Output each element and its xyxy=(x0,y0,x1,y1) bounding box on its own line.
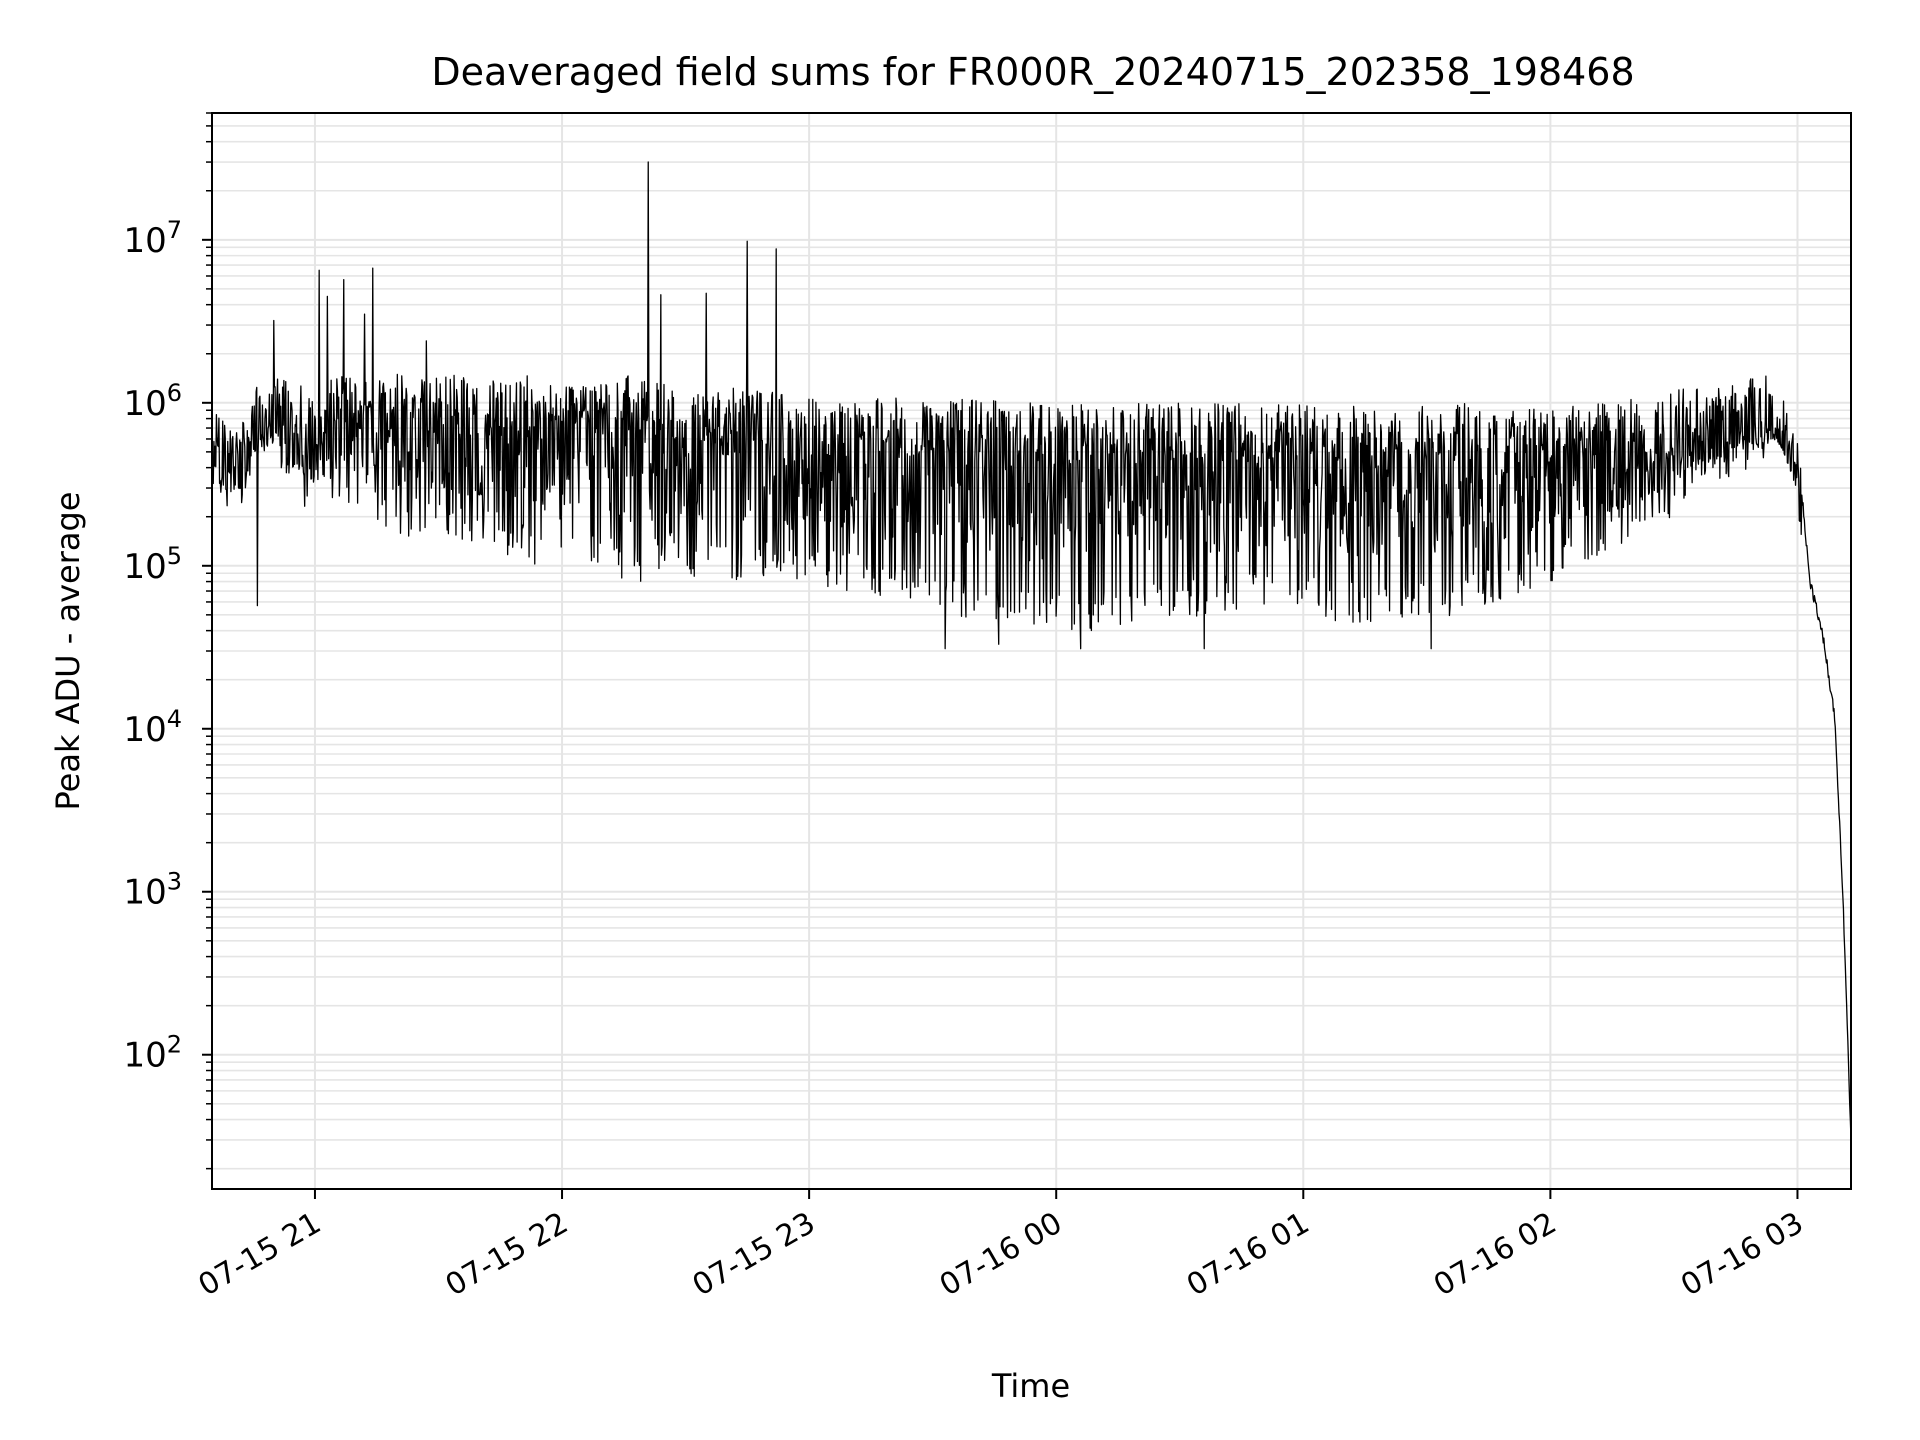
data-series xyxy=(211,161,1852,1140)
y-tick-label: 103 xyxy=(123,868,182,913)
y-tick-label: 105 xyxy=(123,542,182,587)
y-tick-label: 104 xyxy=(123,705,182,750)
y-tick-label: 107 xyxy=(123,216,182,261)
series-line xyxy=(211,161,1852,1140)
y-tick-label: 102 xyxy=(123,1031,182,1076)
y-tick-label: 106 xyxy=(123,379,182,424)
x-axis-label: Time xyxy=(991,1367,1070,1405)
y-axis-label: Peak ADU - average xyxy=(49,492,87,811)
chart-title: Deaveraged field sums for FR000R_2024071… xyxy=(431,50,1634,94)
